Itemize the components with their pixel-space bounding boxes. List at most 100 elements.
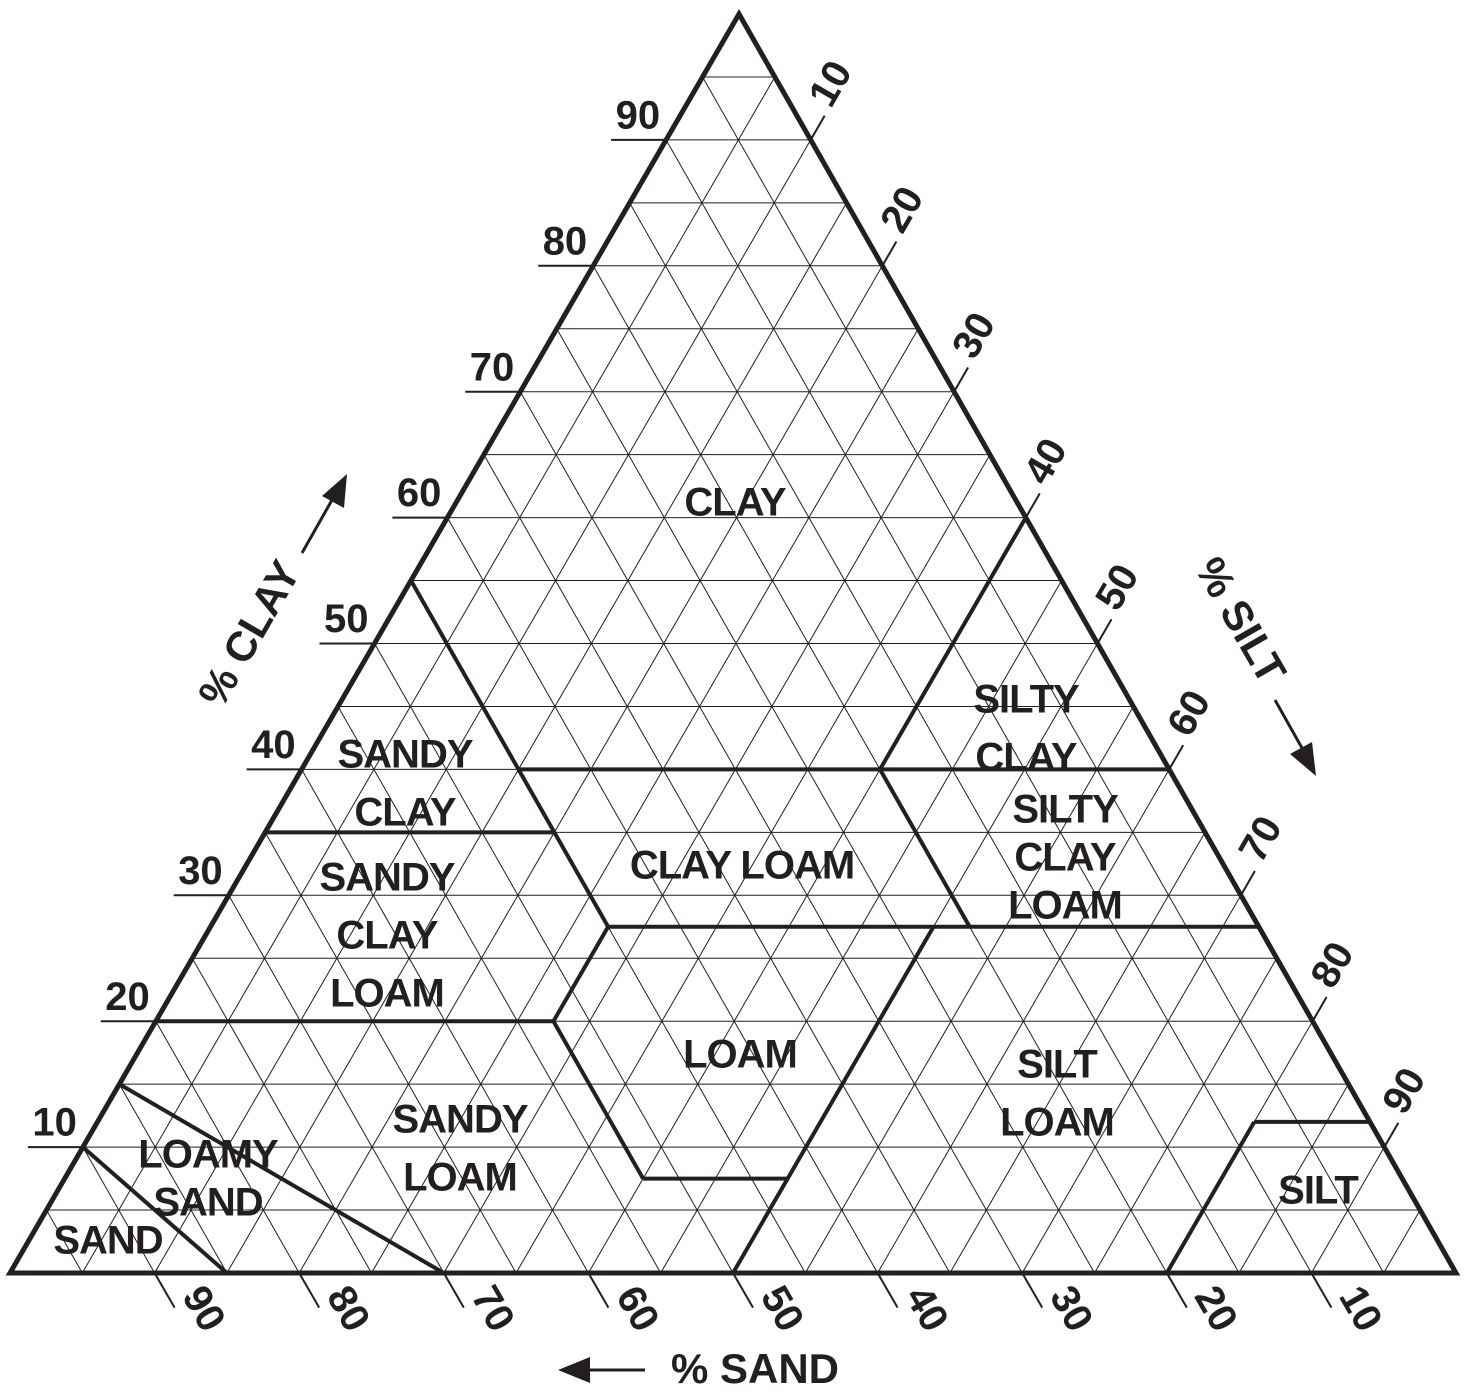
region-boundary xyxy=(81,1145,229,1275)
silt-tick xyxy=(881,241,898,267)
region-label: CLAY LOAM xyxy=(630,844,854,888)
grid-line xyxy=(264,832,517,1274)
region-label: LOAM xyxy=(1000,1101,1114,1145)
grid xyxy=(46,76,1421,1274)
grid-line xyxy=(1021,895,1242,1274)
sand-arrow xyxy=(558,1357,645,1383)
grid-line xyxy=(337,706,662,1274)
grid-line xyxy=(371,328,919,1274)
grid-line xyxy=(1310,1146,1385,1274)
sand-tick xyxy=(876,1272,899,1309)
clay-tick-label: 10 xyxy=(32,1101,77,1145)
silt-tick-label: 40 xyxy=(1016,431,1076,492)
sand-tick xyxy=(442,1272,465,1309)
region-boundary xyxy=(409,579,610,928)
clay-tick-label: 20 xyxy=(105,975,150,1019)
region-label: LOAMY xyxy=(138,1133,279,1177)
clay-tick-label: 60 xyxy=(397,471,442,515)
grid-line xyxy=(226,202,847,1274)
silt-tick xyxy=(1240,870,1256,896)
sand-tick xyxy=(1021,1272,1044,1309)
grid-line xyxy=(1238,1083,1349,1274)
sand-tick-label: 30 xyxy=(1041,1279,1101,1340)
sand-tick xyxy=(1165,1272,1188,1309)
region-label: SANDY xyxy=(337,733,473,777)
sand-tick-label: 60 xyxy=(607,1279,667,1340)
sand-tick xyxy=(1310,1272,1333,1309)
grid-line xyxy=(228,895,445,1274)
silt-tick xyxy=(1096,618,1113,645)
silt-tick xyxy=(809,115,826,141)
grid-line xyxy=(515,454,991,1274)
silt-tick-label: 10 xyxy=(800,53,860,114)
clay-tick-label: 40 xyxy=(251,723,296,767)
region-label: CLAY xyxy=(336,914,439,958)
grid-line xyxy=(46,1209,83,1274)
clay-tick-label: 90 xyxy=(616,93,661,137)
sand-tick-label: 70 xyxy=(463,1279,523,1340)
grid-line xyxy=(118,1083,228,1274)
clay-tick-label: 30 xyxy=(178,849,223,893)
sand-tick-label: 40 xyxy=(897,1279,957,1340)
grid-line xyxy=(949,832,1206,1274)
region-label: SILTY xyxy=(973,678,1080,722)
silt-tick-label: 80 xyxy=(1302,935,1362,996)
silt-tick xyxy=(1383,1122,1400,1148)
silt-tick-label: 30 xyxy=(944,305,1004,366)
region-label: SAND xyxy=(153,1181,262,1225)
silt-tick-label: 20 xyxy=(872,179,932,240)
silt-tick-label: 60 xyxy=(1159,683,1219,744)
grid-line xyxy=(629,202,1240,1274)
region-label: CLAY xyxy=(354,791,457,835)
region-label: SAND xyxy=(53,1219,162,1263)
grid-line xyxy=(556,328,1095,1274)
silt-tick xyxy=(1024,492,1041,519)
sand-tick-label: 10 xyxy=(1330,1279,1390,1340)
grid-line xyxy=(702,76,1385,1274)
region-label: LOAM xyxy=(330,972,444,1016)
grid-line xyxy=(1383,1209,1421,1274)
grid-line xyxy=(804,706,1134,1274)
region-boundaries xyxy=(81,516,1370,1275)
clay-tick-label: 50 xyxy=(324,597,369,641)
grid-line xyxy=(877,769,1170,1274)
silt-tick xyxy=(1168,744,1185,770)
sand-tick xyxy=(298,1272,321,1309)
region-label: LOAM xyxy=(403,1156,517,1200)
sand-tick-label: 50 xyxy=(752,1279,812,1340)
region-label: SILTY xyxy=(1012,788,1119,832)
silt-tick-label: 90 xyxy=(1374,1061,1434,1122)
region-label: CLAY xyxy=(975,736,1078,780)
region-label: CLAY xyxy=(684,481,787,525)
sand-tick-label: 80 xyxy=(318,1279,378,1340)
sand-tick-label: 90 xyxy=(174,1279,234,1340)
sand-tick-label: 20 xyxy=(1186,1279,1246,1340)
region-label: SILT xyxy=(1017,1043,1097,1087)
region-boundary xyxy=(731,925,936,1275)
region-boundary xyxy=(118,1082,445,1275)
region-boundary xyxy=(878,516,1028,771)
silt-tick xyxy=(953,366,969,393)
grid-line xyxy=(191,958,372,1274)
clay-arrow xyxy=(300,474,347,554)
grid-line xyxy=(1094,957,1278,1274)
grid-line xyxy=(81,76,776,1274)
clay-tick-label: 80 xyxy=(543,219,588,263)
grid-line xyxy=(374,643,734,1274)
region-boundary xyxy=(551,925,610,1023)
region-label: SANDY xyxy=(319,856,455,900)
region-boundary xyxy=(878,768,972,928)
clay-axis-title: % CLAY xyxy=(189,552,309,714)
sand-tick xyxy=(587,1272,610,1309)
region-label: SANDY xyxy=(392,1098,528,1142)
region-label: CLAY xyxy=(1014,836,1117,880)
grid-line xyxy=(483,454,951,1274)
silt-arrow xyxy=(1273,699,1316,776)
region-label: LOAM xyxy=(683,1033,797,1077)
region-label: SILT xyxy=(1278,1169,1358,1213)
silt-tick-label: 70 xyxy=(1231,809,1291,870)
sand-tick xyxy=(153,1272,176,1309)
region-boundary xyxy=(551,1020,645,1180)
silt-axis-title: % SILT xyxy=(1186,549,1295,691)
